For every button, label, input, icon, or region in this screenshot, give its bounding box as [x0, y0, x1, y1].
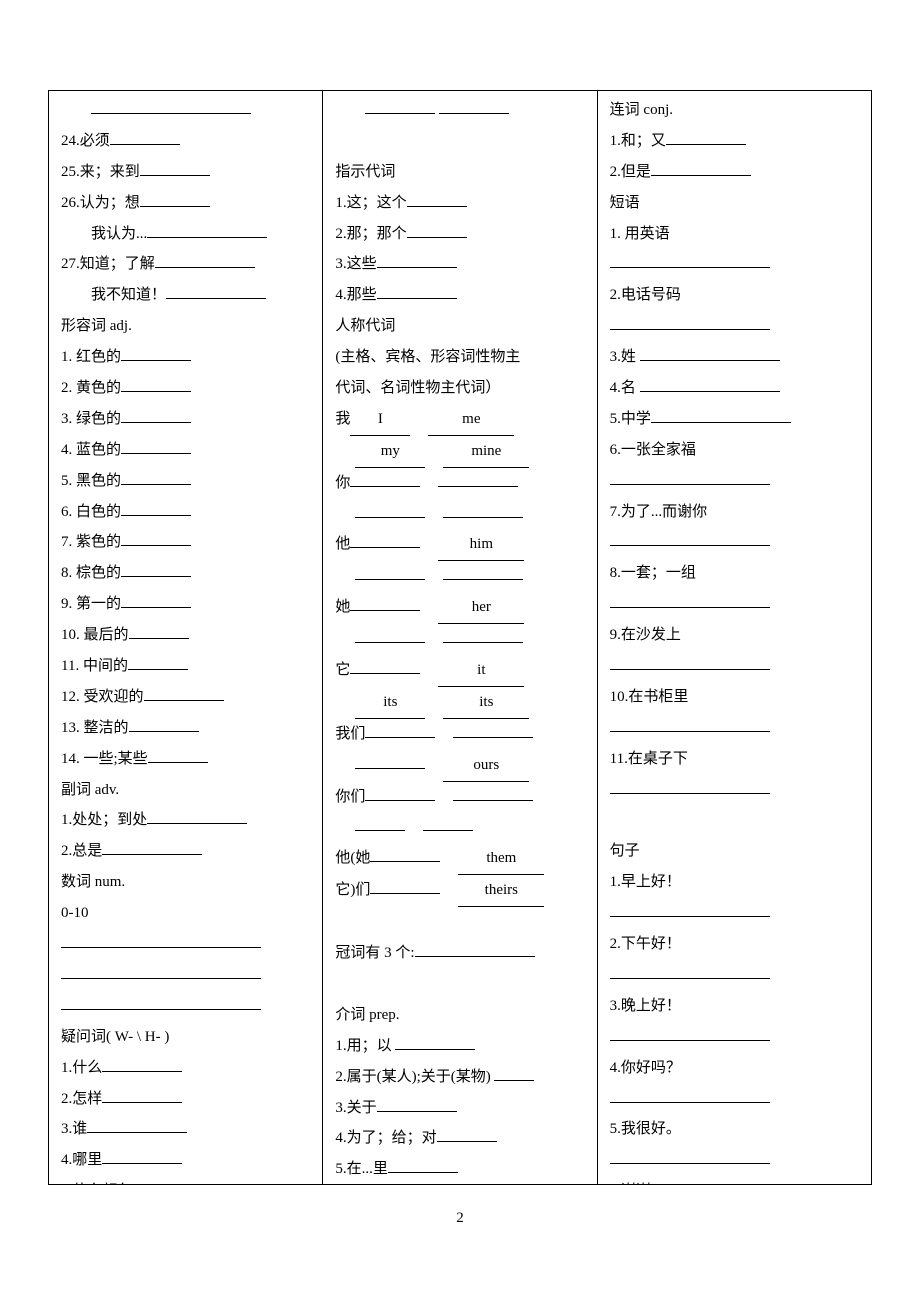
- answer: it: [438, 655, 524, 687]
- item: 5.中学: [610, 411, 651, 427]
- label: 他(她: [335, 850, 370, 866]
- item: 5.在...里: [335, 1161, 388, 1177]
- note: (主格、宾格、形容词性物主: [335, 349, 520, 365]
- item: 27.知道；了解: [61, 256, 155, 272]
- section-heading: 短语: [610, 195, 640, 211]
- item: 1.早上好！: [610, 874, 681, 890]
- item: 5.我很好。: [610, 1121, 681, 1137]
- label: 你: [335, 475, 350, 491]
- item: 我不知道！: [91, 287, 166, 303]
- item: 26.认为；想: [61, 195, 140, 211]
- item: 0-10: [61, 905, 89, 921]
- item: 2.那；那个: [335, 226, 406, 242]
- answer: me: [428, 404, 514, 436]
- answer: him: [438, 529, 524, 561]
- item: 2.但是: [610, 164, 651, 180]
- item: 3.这些: [335, 256, 376, 272]
- item: 8.一套；一组: [610, 565, 696, 581]
- section-heading: 句子: [610, 843, 640, 859]
- item: 10.在书柜里: [610, 689, 689, 705]
- item: 14. 一些;某些: [61, 751, 148, 767]
- note: 代词、名词性物主代词）: [335, 380, 500, 396]
- item: 9. 第一的: [61, 596, 121, 612]
- item: 2.怎样: [61, 1091, 102, 1107]
- answer: theirs: [458, 875, 544, 907]
- item: 2.总是: [61, 843, 102, 859]
- item: 3.姓: [610, 349, 640, 365]
- label: 你们: [335, 789, 365, 805]
- item: 2.下午好！: [610, 936, 681, 952]
- label: 他: [335, 536, 350, 552]
- item: 1.这；这个: [335, 195, 406, 211]
- section-heading: 数词 num.: [61, 874, 125, 890]
- item: 24.必须: [61, 133, 110, 149]
- answer: its: [355, 687, 425, 719]
- item: 2.属于(某人);关于(某物): [335, 1069, 494, 1085]
- label: 它: [335, 662, 350, 678]
- section-heading: 介词 prep.: [335, 1007, 399, 1023]
- section-heading: 形容词 adj.: [61, 318, 132, 334]
- label: 它)们: [335, 882, 370, 898]
- section-heading: 指示代词: [335, 164, 395, 180]
- label: 我: [335, 411, 350, 427]
- item: 11. 中间的: [61, 658, 128, 674]
- item: 1. 红色的: [61, 349, 121, 365]
- item: 1.和；又: [610, 133, 666, 149]
- content-frame: 24.必须 25.来；来到 26.认为；想 我认为... 27.知道；了解 我不…: [48, 90, 872, 1185]
- item: 2. 黄色的: [61, 380, 121, 396]
- item: 12. 受欢迎的: [61, 689, 144, 705]
- answer: her: [438, 592, 524, 624]
- item: 3.晚上好！: [610, 998, 681, 1014]
- item: 4.那些: [335, 287, 376, 303]
- item: 10. 最后的: [61, 627, 129, 643]
- section-heading: 疑问词( W- \ H- ): [61, 1029, 169, 1045]
- item: 9.在沙发上: [610, 627, 681, 643]
- item: 4.你好吗？: [610, 1060, 681, 1076]
- item: 3.谁: [61, 1121, 87, 1137]
- item: 3.关于: [335, 1100, 376, 1116]
- answer: them: [458, 843, 544, 875]
- section-heading: 副词 adv.: [61, 782, 119, 798]
- item: 5.什么颜色: [61, 1183, 132, 1184]
- answer: ours: [443, 750, 529, 782]
- item: 6.一张全家福: [610, 442, 696, 458]
- item: 5. 黑色的: [61, 473, 121, 489]
- item: 7. 紫色的: [61, 534, 121, 550]
- item: 冠词有 3 个:: [335, 945, 414, 961]
- item: 我认为...: [91, 226, 147, 242]
- answer: its: [443, 687, 529, 719]
- item: 6.谢谢!: [610, 1183, 656, 1184]
- item: 4.名: [610, 380, 640, 396]
- column-2: 指示代词 1.这；这个 2.那；那个 3.这些 4.那些 人称代词 (主格、宾格…: [323, 91, 597, 1184]
- item: 1. 用英语: [610, 226, 670, 242]
- item: 1.处处；到处: [61, 812, 147, 828]
- item: 7.为了...而谢你: [610, 504, 708, 520]
- page-number: 2: [0, 1210, 920, 1227]
- item: 1.什么: [61, 1060, 102, 1076]
- item: 2.电话号码: [610, 287, 681, 303]
- item: 25.来；来到: [61, 164, 140, 180]
- label: 她: [335, 599, 350, 615]
- item: 8. 棕色的: [61, 565, 121, 581]
- item: 3. 绿色的: [61, 411, 121, 427]
- column-1: 24.必须 25.来；来到 26.认为；想 我认为... 27.知道；了解 我不…: [49, 91, 323, 1184]
- worksheet-page: 24.必须 25.来；来到 26.认为；想 我认为... 27.知道；了解 我不…: [0, 0, 920, 1303]
- item: 4. 蓝色的: [61, 442, 121, 458]
- item: 4.为了；给；对: [335, 1130, 436, 1146]
- item: 6. 白色的: [61, 504, 121, 520]
- answer: I: [350, 404, 410, 436]
- answer: mine: [443, 436, 529, 468]
- section-heading: 人称代词: [335, 318, 395, 334]
- item: 13. 整洁的: [61, 720, 129, 736]
- item: 1.用；以: [335, 1038, 395, 1054]
- section-heading: 连词 conj.: [610, 102, 673, 118]
- column-3: 连词 conj. 1.和；又 2.但是 短语 1. 用英语 2.电话号码 3.姓…: [598, 91, 871, 1184]
- answer: my: [355, 436, 425, 468]
- item: 11.在桌子下: [610, 751, 688, 767]
- label: 我们: [335, 726, 365, 742]
- item: 4.哪里: [61, 1152, 102, 1168]
